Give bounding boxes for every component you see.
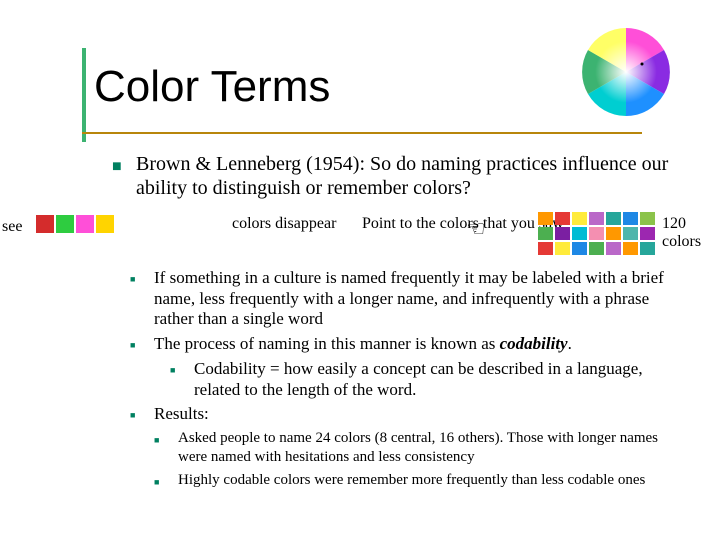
swatch xyxy=(538,212,553,225)
color-grid xyxy=(538,212,655,255)
list-item: ■Asked people to name 24 colors (8 centr… xyxy=(154,429,690,467)
list-item: ■Results: xyxy=(130,404,690,425)
list-item-text: Asked people to name 24 colors (8 centra… xyxy=(178,429,690,467)
bullet-icon: ■ xyxy=(130,334,154,355)
swatch xyxy=(623,212,638,225)
swatch xyxy=(589,242,604,255)
color-count-text: 120colors xyxy=(662,215,701,250)
swatch xyxy=(623,227,638,240)
list-item-text: Results: xyxy=(154,404,690,425)
swatch xyxy=(555,212,570,225)
swatch xyxy=(572,212,587,225)
list-item-text: Highly codable colors were remember more… xyxy=(178,471,690,490)
list-item: ■Highly codable colors were remember mor… xyxy=(154,471,690,490)
point-to-colors-text: Point to the colors that you saw xyxy=(362,215,564,233)
swatch xyxy=(606,227,621,240)
list-item-text: If something in a culture is named frequ… xyxy=(154,268,690,330)
colors-disappear-text: colors disappear xyxy=(232,215,336,233)
swatch xyxy=(640,212,655,225)
bullet-icon: ■ xyxy=(170,359,194,400)
swatch xyxy=(572,242,587,255)
results-list: ■Asked people to name 24 colors (8 centr… xyxy=(154,429,690,489)
pointing-hand-icon: ☞ xyxy=(466,216,486,242)
main-bullet-text: Brown & Lenneberg (1954): So do naming p… xyxy=(136,152,676,200)
sub-bullet-list: ■If something in a culture is named freq… xyxy=(130,268,690,493)
list-item: ■Codability = how easily a concept can b… xyxy=(170,359,690,400)
color-wheel-image xyxy=(580,26,672,118)
swatch xyxy=(640,242,655,255)
nested-list: ■Codability = how easily a concept can b… xyxy=(170,359,690,400)
bullet-icon: ■ xyxy=(154,471,178,490)
slide-title: Color Terms xyxy=(94,62,330,112)
bullet-icon: ■ xyxy=(112,158,122,176)
list-item-text: The process of naming in this manner is … xyxy=(154,334,690,355)
swatch xyxy=(555,242,570,255)
bullet-icon: ■ xyxy=(130,268,154,330)
swatch xyxy=(538,242,553,255)
swatch xyxy=(56,215,74,233)
swatch xyxy=(589,227,604,240)
swatch xyxy=(589,212,604,225)
list-item: ■If something in a culture is named freq… xyxy=(130,268,690,330)
see-label: see xyxy=(2,218,22,236)
see-swatches xyxy=(36,215,114,233)
swatch xyxy=(606,242,621,255)
swatch xyxy=(76,215,94,233)
swatch xyxy=(640,227,655,240)
swatch xyxy=(36,215,54,233)
swatch xyxy=(623,242,638,255)
swatch xyxy=(555,227,570,240)
swatch xyxy=(606,212,621,225)
swatch xyxy=(538,227,553,240)
bullet-icon: ■ xyxy=(154,429,178,467)
list-item-text: Codability = how easily a concept can be… xyxy=(194,359,690,400)
swatch xyxy=(572,227,587,240)
list-item: ■The process of naming in this manner is… xyxy=(130,334,690,355)
swatch xyxy=(96,215,114,233)
bullet-icon: ■ xyxy=(130,404,154,425)
